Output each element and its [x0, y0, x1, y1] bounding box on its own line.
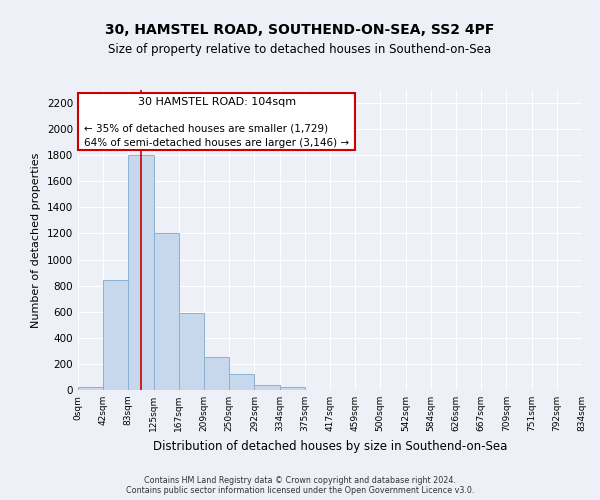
Bar [229, 374, 254, 390]
Text: ← 35% of detached houses are smaller (1,729): ← 35% of detached houses are smaller (1,… [84, 124, 328, 134]
Bar [205, 358, 229, 390]
Text: Size of property relative to detached houses in Southend-on-Sea: Size of property relative to detached ho… [109, 42, 491, 56]
Text: Contains HM Land Registry data © Crown copyright and database right 2024.
Contai: Contains HM Land Registry data © Crown c… [126, 476, 474, 495]
X-axis label: Distribution of detached houses by size in Southend-on-Sea: Distribution of detached houses by size … [153, 440, 507, 452]
Bar [254, 385, 280, 390]
Y-axis label: Number of detached properties: Number of detached properties [31, 152, 41, 328]
Bar [128, 155, 154, 390]
Text: 30, HAMSTEL ROAD, SOUTHEND-ON-SEA, SS2 4PF: 30, HAMSTEL ROAD, SOUTHEND-ON-SEA, SS2 4… [106, 22, 494, 36]
Bar [154, 234, 179, 390]
Bar [78, 386, 103, 390]
Bar [280, 386, 305, 390]
Bar [78, 92, 355, 150]
Bar [103, 280, 128, 390]
Text: 64% of semi-detached houses are larger (3,146) →: 64% of semi-detached houses are larger (… [84, 138, 349, 148]
Text: 30 HAMSTEL ROAD: 104sqm: 30 HAMSTEL ROAD: 104sqm [137, 98, 296, 108]
Bar [179, 313, 205, 390]
